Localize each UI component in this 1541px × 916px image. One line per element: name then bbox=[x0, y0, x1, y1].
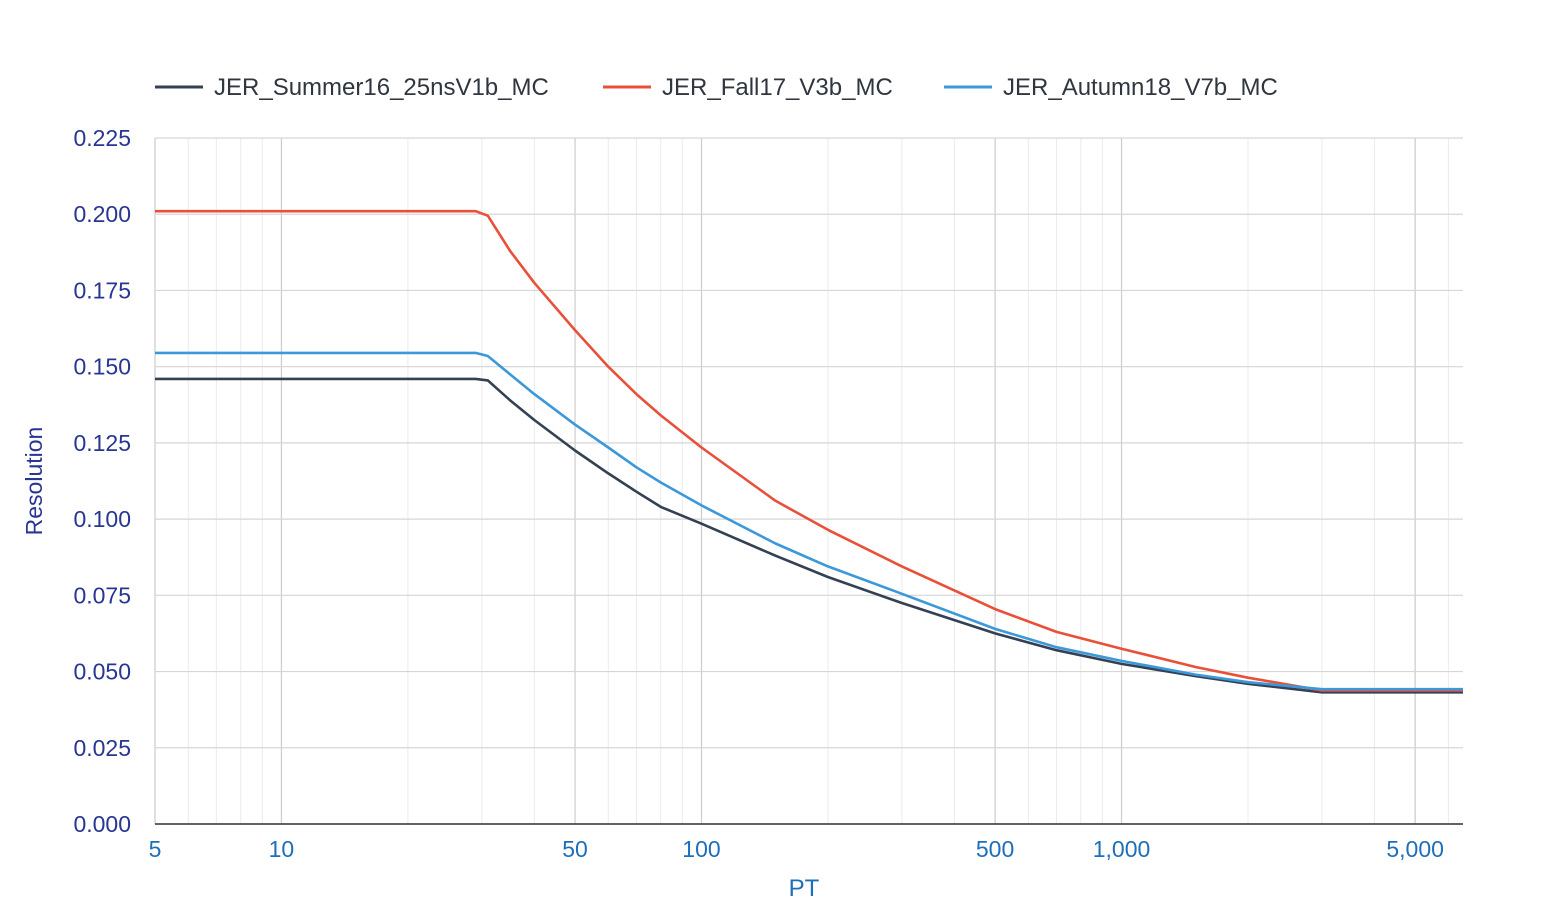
x-axis-title: PT bbox=[789, 875, 820, 902]
legend-label: JER_Autumn18_V7b_MC bbox=[1003, 74, 1278, 101]
y-tick-label: 0.150 bbox=[73, 354, 131, 380]
y-tick-label: 0.000 bbox=[73, 811, 131, 837]
y-axis-title: Resolution bbox=[21, 427, 47, 536]
y-tick-label: 0.050 bbox=[73, 659, 131, 685]
y-tick-label: 0.100 bbox=[73, 506, 131, 532]
series-line-1 bbox=[155, 377, 1463, 694]
legend-label: JER_Fall17_V3b_MC bbox=[662, 74, 893, 101]
x-tick-label: 5 bbox=[149, 836, 162, 862]
tick-labels: 0.000 0.025 0.050 0.075 0.100 0.125 0.150 0.175… bbox=[73, 125, 1443, 862]
x-tick-label: 5,000 bbox=[1386, 836, 1444, 862]
y-tick-label: 0.125 bbox=[73, 430, 131, 456]
x-tick-label: 1,000 bbox=[1093, 836, 1151, 862]
x-tick-label: 100 bbox=[682, 836, 720, 862]
y-tick-label: 0.175 bbox=[73, 277, 131, 303]
y-tick-label: 0.075 bbox=[73, 582, 131, 608]
y-tick-label: 0.025 bbox=[73, 735, 131, 761]
legend: JER_Summer16_25nsV1b_MC JER_Fall17_V3b_MC… bbox=[155, 74, 1278, 101]
legend-label: JER_Summer16_25nsV1b_MC bbox=[214, 74, 549, 101]
series-lines bbox=[155, 209, 1463, 694]
grid bbox=[154, 137, 1463, 825]
x-tick-label: 10 bbox=[269, 836, 295, 862]
x-tick-label: 500 bbox=[976, 836, 1014, 862]
y-tick-label: 0.225 bbox=[73, 125, 131, 151]
y-tick-label: 0.200 bbox=[73, 201, 131, 227]
series-line-2 bbox=[155, 209, 1463, 692]
x-tick-label: 50 bbox=[562, 836, 588, 862]
series-line-3 bbox=[155, 351, 1463, 691]
